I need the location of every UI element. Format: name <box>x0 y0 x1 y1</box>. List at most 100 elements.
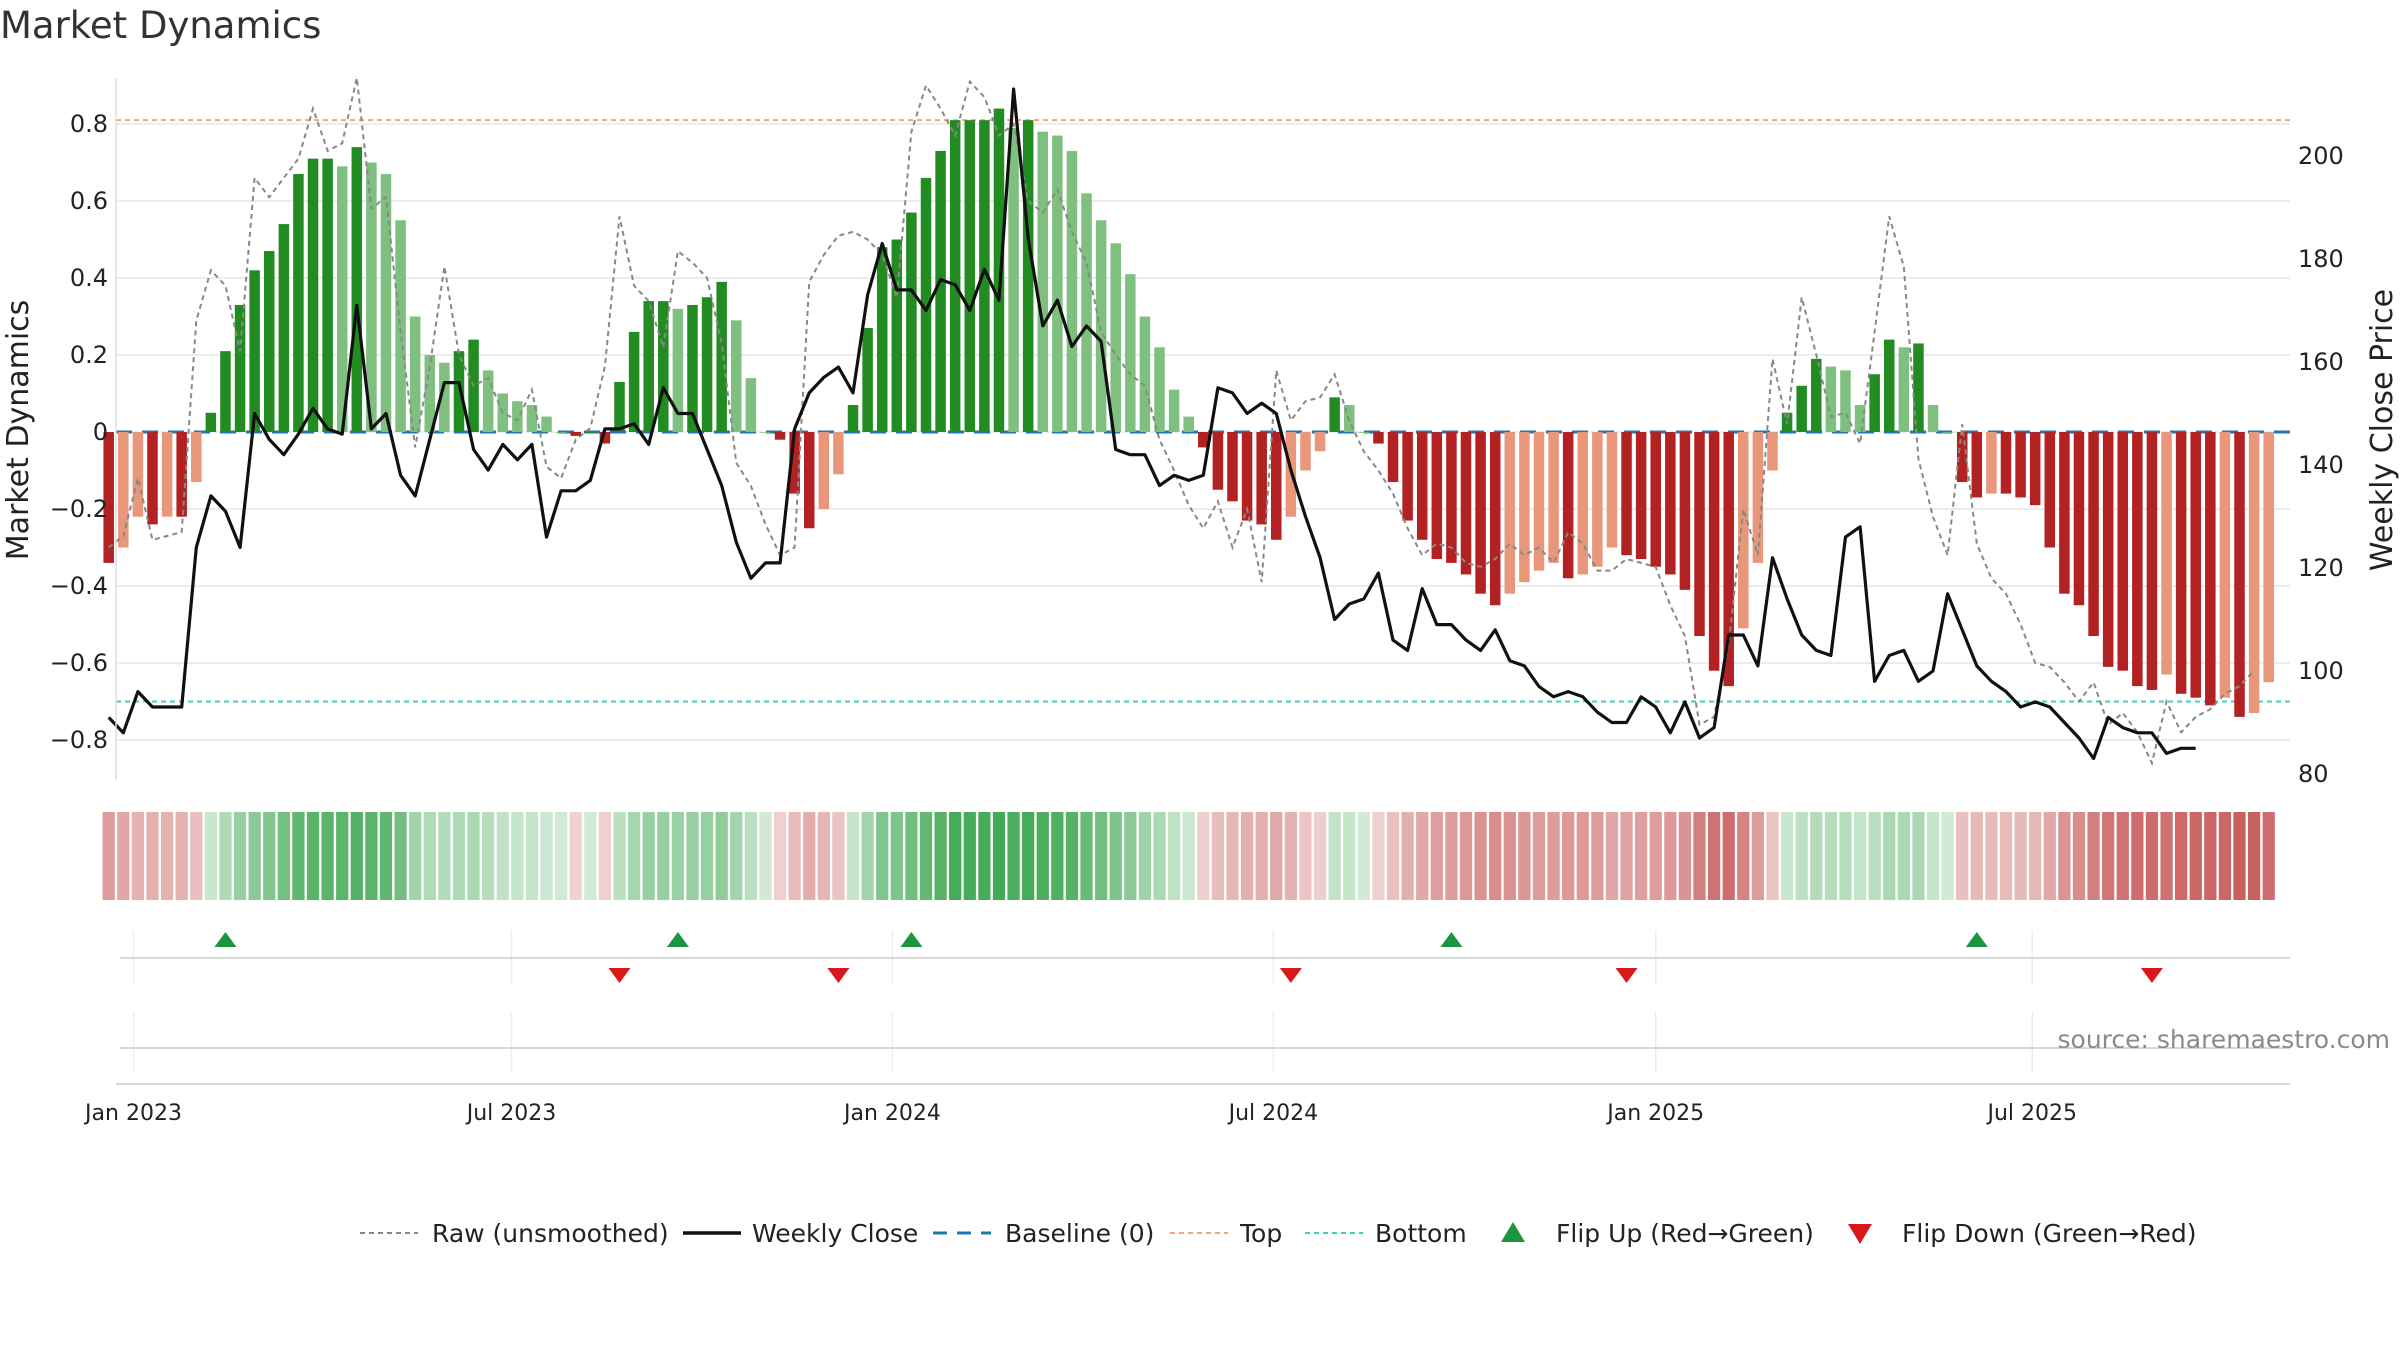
dynamics-bar <box>1183 416 1194 432</box>
dynamics-bar <box>716 281 727 432</box>
dynamics-bar <box>1738 432 1749 629</box>
dynamics-bar <box>2263 432 2274 683</box>
heat-cell <box>1401 812 1414 900</box>
weekly-close-line <box>107 87 2196 761</box>
heat-cell <box>190 812 203 900</box>
heat-cell <box>1036 812 1049 900</box>
dynamics-bar <box>1767 432 1778 471</box>
heat-cell <box>2247 812 2261 900</box>
dynamics-bar <box>2248 432 2260 714</box>
date-tick-label: Jan 2025 <box>1605 1101 1704 1126</box>
heat-cell <box>1065 812 1079 900</box>
heat-cell <box>1839 812 1852 900</box>
right-tick-label: 80 <box>2298 760 2329 788</box>
dynamics-bar <box>336 166 348 432</box>
flip-markers-panel <box>120 930 2290 985</box>
dynamics-bar <box>2234 432 2245 717</box>
dynamics-bar <box>1329 397 1340 432</box>
heat-cell <box>1138 812 1152 900</box>
dynamics-bar <box>2073 432 2085 606</box>
heat-cell <box>452 812 466 900</box>
heat-cell <box>1824 812 1837 900</box>
dynamics-bar <box>891 239 903 432</box>
dynamics-bar <box>1533 432 1545 571</box>
left-tick-label: 0.8 <box>70 110 108 138</box>
left-tick-label: 0.4 <box>70 264 108 292</box>
dynamics-bar <box>1095 220 1107 432</box>
flip-down-marker <box>2140 968 2163 983</box>
heat-cell <box>1313 812 1327 900</box>
heat-cell <box>1810 812 1823 900</box>
dynamics-bar <box>1373 432 1384 444</box>
left-tick-label: −0.8 <box>50 726 108 754</box>
dynamics-bar <box>555 432 567 433</box>
heat-cell <box>803 812 816 900</box>
dynamics-bar <box>453 351 465 432</box>
heat-cell <box>817 812 830 900</box>
heat-cell <box>876 812 889 900</box>
right-axis-title: Weekly Close Price <box>2365 289 2400 571</box>
heat-cell <box>730 812 743 900</box>
dynamics-bar <box>803 432 815 529</box>
dynamics-bar <box>979 120 990 433</box>
dynamics-bar <box>1125 274 1136 432</box>
heat-cell <box>744 812 757 900</box>
heat-cell <box>102 812 115 900</box>
dynamics-bar <box>687 304 698 432</box>
dynamics-bar <box>1154 347 1165 432</box>
heat-cell <box>657 812 670 900</box>
dynamics-bar <box>191 432 202 483</box>
heat-cell <box>1999 812 2013 900</box>
raw-series <box>108 77 2255 767</box>
heat-cell <box>219 812 232 900</box>
heat-cell <box>642 812 655 900</box>
dynamics-bar <box>366 162 377 432</box>
dynamics-bar <box>658 301 669 432</box>
dynamics-bar <box>1475 432 1486 594</box>
dynamics-bar <box>701 297 713 432</box>
flip-down-marker <box>827 968 850 983</box>
regime-heat-strip <box>102 812 2275 900</box>
heat-cell <box>1547 812 1560 900</box>
dynamics-bar <box>1869 374 1880 432</box>
dynamics-bar <box>1840 370 1851 432</box>
heat-cell <box>2058 812 2071 900</box>
dynamics-bar <box>1227 432 1238 502</box>
heat-cell <box>1255 812 1268 900</box>
heat-cell <box>1459 812 1473 900</box>
heat-cell <box>1912 812 1925 900</box>
heat-cell <box>1328 812 1341 900</box>
heat-cell <box>1109 812 1122 900</box>
heat-cell <box>263 812 276 900</box>
heat-cell <box>277 812 290 900</box>
heat-cell <box>861 812 874 900</box>
heat-cell <box>175 812 188 900</box>
dynamics-bar <box>380 174 392 433</box>
left-tick-label: 0.6 <box>70 187 108 215</box>
heat-cell <box>511 812 524 900</box>
dynamics-bar <box>2175 432 2187 694</box>
heat-cell <box>350 812 363 900</box>
dynamics-bar <box>643 301 654 432</box>
dynamics-bar <box>263 251 275 432</box>
heat-cell <box>1941 812 1954 900</box>
dynamics-bar <box>1110 243 1121 432</box>
heat-cell <box>160 812 174 900</box>
dynamics-bar <box>672 308 684 432</box>
heat-cell <box>978 812 991 900</box>
dynamics-bar <box>1621 432 1632 556</box>
dynamics-bar <box>1052 135 1063 433</box>
dynamics-bar <box>1694 432 1705 637</box>
heat-cell <box>1503 812 1516 900</box>
dynamics-bar <box>220 351 231 432</box>
dynamics-bar <box>906 212 917 432</box>
reference-lines <box>116 119 2290 703</box>
heat-cell <box>2014 812 2027 900</box>
heat-cell <box>2218 812 2232 900</box>
flip-up-marker <box>1440 932 1463 947</box>
heat-cell <box>992 812 1006 900</box>
heat-cell <box>292 812 305 900</box>
dynamics-bar <box>774 432 786 440</box>
dynamics-bar <box>585 432 596 433</box>
